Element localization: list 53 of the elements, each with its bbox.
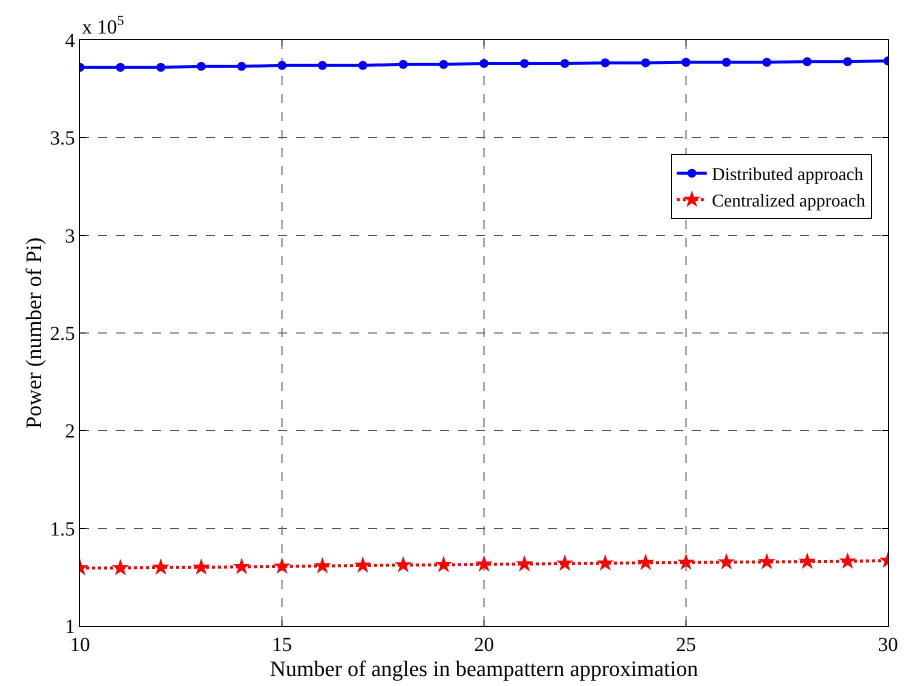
point: [798, 552, 816, 569]
point: [152, 558, 170, 575]
legend-label: Distributed approach: [712, 164, 864, 184]
point: [358, 60, 368, 70]
y-tick-label: 3.5: [50, 128, 75, 150]
point: [278, 60, 286, 70]
y-tick-label: 2.5: [50, 323, 75, 345]
x-tick-label: 30: [878, 634, 898, 656]
point: [354, 556, 372, 573]
point: [596, 554, 614, 571]
y-tick-label: 3: [65, 225, 75, 248]
point: [112, 558, 130, 576]
point: [475, 555, 493, 572]
legend-label: Centralized approach: [712, 190, 866, 211]
point: [394, 556, 412, 572]
point: [677, 553, 695, 570]
point: [480, 58, 488, 68]
point: [232, 558, 250, 574]
point: [556, 554, 574, 571]
y-tick-label: 1.5: [50, 518, 75, 540]
point: [398, 60, 408, 69]
point: [434, 556, 452, 572]
point: [802, 57, 812, 66]
point: [636, 554, 654, 570]
x-tick-label: 25: [676, 634, 696, 656]
point: [273, 557, 291, 574]
point: [641, 58, 650, 68]
x-tick-label: 20: [474, 634, 494, 656]
point: [192, 558, 210, 575]
x-axis-title: Number of angles in beampattern approximation: [270, 656, 698, 681]
point: [314, 556, 332, 574]
point: [439, 60, 448, 69]
point: [318, 60, 327, 70]
point: [843, 57, 852, 66]
point: [196, 62, 206, 71]
point: [600, 58, 610, 68]
point: [516, 554, 534, 572]
point: [560, 58, 570, 68]
point: [116, 62, 125, 72]
y-axis-title: Power (number of Pi): [20, 237, 46, 429]
point: [682, 58, 690, 67]
point: [237, 62, 246, 71]
point: [758, 552, 776, 570]
point: [718, 553, 736, 570]
text: x 10$^{5}$: [82, 14, 124, 38]
point: [838, 552, 856, 569]
point: [762, 58, 772, 67]
x-tick-label: 15: [272, 634, 292, 656]
y-tick-label: 4: [65, 30, 75, 52]
point: [156, 62, 166, 72]
y-tick-label: 2: [65, 420, 75, 443]
point: [520, 58, 529, 68]
point: [722, 58, 731, 67]
